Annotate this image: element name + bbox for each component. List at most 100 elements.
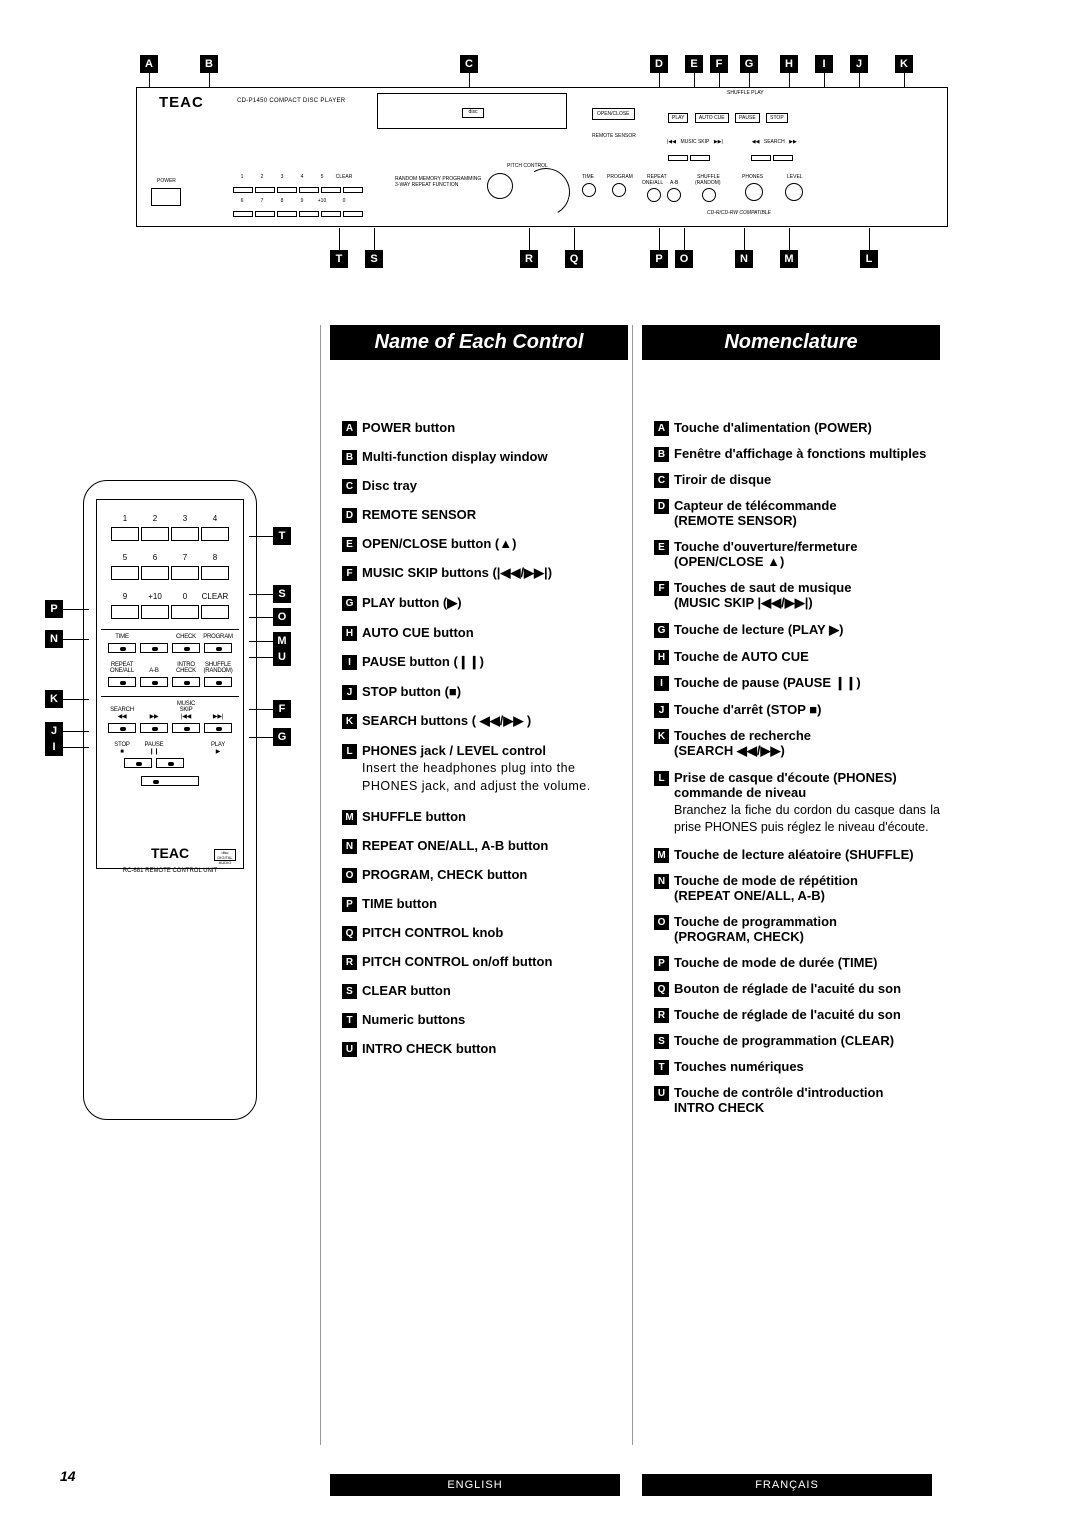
repeat-ab-button[interactable] [667,188,681,202]
item-text: Touche de lecture aléatoire (SHUFFLE) [656,847,914,862]
rc-button[interactable] [141,776,199,786]
english-title: Name of Each Control [330,325,628,360]
remote-label-G: G [273,728,291,746]
skip-search-row: |◀◀ MUSIC SKIP ▶▶| ◀◀ SEARCH ▶▶ [667,130,797,166]
leader-line [63,639,89,640]
item-letter: D [654,499,669,514]
play-button[interactable]: PLAY [668,113,688,123]
numpad-button-CLEAR[interactable] [201,605,229,619]
rc-button[interactable] [124,758,152,768]
numpad-label: 7 [170,553,200,562]
control-item-fr-N: NTouche de mode de répétition (REPEAT ON… [656,873,940,903]
time-button[interactable] [582,183,596,197]
remote-body: 123456789+100CLEAR TIMECHECKPROGRAMREPEA… [83,480,257,1120]
stop-button[interactable]: STOP [766,113,788,123]
diagram-label-F: F [710,55,728,73]
repeat-oneall-button[interactable] [647,188,661,202]
control-item-L: LPHONES jack / LEVEL controlInsert the h… [344,743,628,795]
rc-button[interactable] [108,677,136,687]
remote-label-U: U [273,648,291,666]
numpad-button-3[interactable] [171,527,199,541]
numpad-label: CLEAR [200,592,230,601]
search-fwd[interactable] [773,155,793,161]
level-knob[interactable] [785,183,803,201]
search-rev[interactable] [751,155,771,161]
music-skip-next[interactable] [690,155,710,161]
rc-button[interactable] [108,723,136,733]
rc-button[interactable] [204,677,232,687]
page-root: ABCDEFGHIJK TEAC CD-P1450 COMPACT DISC P… [0,0,1080,1526]
pause-button[interactable]: PAUSE [735,113,760,123]
numpad-button-8[interactable] [201,566,229,580]
item-letter: Q [654,982,669,997]
rc-button[interactable] [172,723,200,733]
leader-line [374,228,375,250]
remote-label-T: T [273,527,291,545]
control-item-O: OPROGRAM, CHECK button [344,867,628,882]
numpad-button-5[interactable] [111,566,139,580]
numpad-button-+10[interactable] [141,605,169,619]
shuffle-button[interactable] [702,188,716,202]
diagram-label-R: R [520,250,538,268]
numpad-button-0[interactable] [171,605,199,619]
rc-button[interactable] [172,677,200,687]
item-text: Numeric buttons [344,1012,465,1027]
autocue-button[interactable]: AUTO CUE [695,113,729,123]
disc-logo: disc [462,108,484,118]
numpad-button-2[interactable] [141,527,169,541]
program-button[interactable] [612,183,626,197]
pitch-knob[interactable] [487,173,513,199]
rc-button[interactable] [172,643,200,653]
french-list: ATouche d'alimentation (POWER)BFenêtre d… [642,420,940,1115]
item-letter: S [342,984,357,999]
item-letter: N [342,839,357,854]
control-item-G: GPLAY button (▶) [344,595,628,611]
numpad-button-6[interactable] [141,566,169,580]
numpad-label: 9 [110,592,140,601]
leader-line [694,73,695,87]
rc-button[interactable] [140,643,168,653]
control-item-E: EOPEN/CLOSE button (▲) [344,536,628,551]
item-subtext: Insert the headphones plug into the PHON… [344,760,628,795]
item-letter: C [654,473,669,488]
numpad-button-4[interactable] [201,527,229,541]
rc-button[interactable] [204,723,232,733]
item-letter: T [654,1060,669,1075]
item-letter: E [654,540,669,555]
numpad-button-9[interactable] [111,605,139,619]
leader-line [574,228,575,250]
music-skip-prev[interactable] [668,155,688,161]
leader-line [904,73,905,87]
rc-button[interactable] [204,643,232,653]
phones-jack[interactable] [745,183,763,201]
diagram-label-N: N [735,250,753,268]
control-item-fr-H: HTouche de AUTO CUE [656,649,940,664]
item-text: AUTO CUE button [344,625,474,640]
item-letter: L [654,771,669,786]
numpad-button-7[interactable] [171,566,199,580]
rc-button[interactable] [140,723,168,733]
item-letter: S [654,1034,669,1049]
item-letter: Q [342,926,357,941]
english-footer-bar: ENGLISH [330,1474,620,1496]
open-close-button[interactable]: OPEN/CLOSE [592,108,635,120]
power-button[interactable] [151,188,181,206]
item-letter: G [342,596,357,611]
pitch-scale [517,163,576,222]
remote-sensor-label: REMOTE SENSOR [592,133,636,139]
numpad-button-1[interactable] [111,527,139,541]
rc-button[interactable] [156,758,184,768]
numpad-label: 8 [200,553,230,562]
control-item-A: APOWER button [344,420,628,435]
item-text-cont: (OPEN/CLOSE ▲) [656,554,940,569]
leader-line [249,641,273,642]
rc-button[interactable] [140,677,168,687]
french-column: Nomenclature ATouche d'alimentation (POW… [642,325,940,1126]
rc-button[interactable] [108,643,136,653]
control-item-S: SCLEAR button [344,983,628,998]
control-item-fr-P: PTouche de mode de durée (TIME) [656,955,940,970]
item-text: TIME button [344,896,437,911]
item-letter: U [654,1086,669,1101]
control-item-fr-A: ATouche d'alimentation (POWER) [656,420,940,435]
item-text: Multi-function display window [344,449,548,464]
